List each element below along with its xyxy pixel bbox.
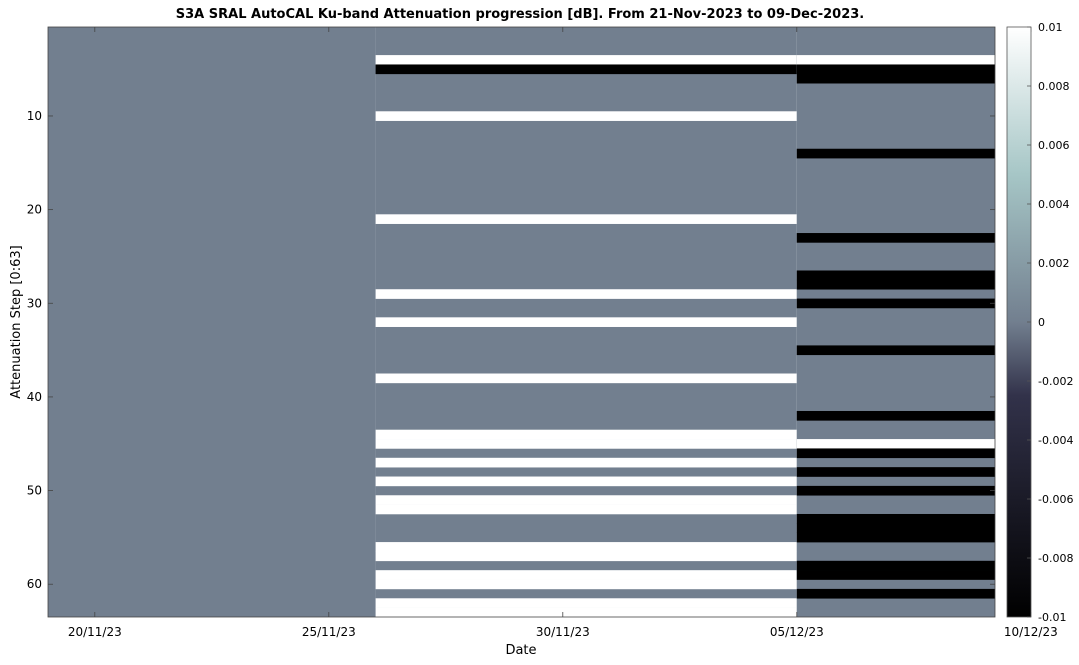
- colorbar-tick-label: -0.004: [1038, 434, 1073, 447]
- heatmap-cell-low: [796, 233, 995, 243]
- colorbar-tick-label: -0.008: [1038, 552, 1073, 565]
- heatmap-cell-low: [796, 448, 995, 459]
- heatmap-cell-low: [796, 560, 995, 571]
- colorbar-tick-label: -0.002: [1038, 375, 1073, 388]
- heatmap-cell-high: [375, 542, 797, 552]
- x-tick-label: 30/11/23: [536, 625, 590, 639]
- heatmap-cell-low: [796, 64, 995, 75]
- heatmap-cell-high: [375, 607, 797, 618]
- heatmap-cell-high: [375, 289, 797, 299]
- x-tick-label: 25/11/23: [302, 625, 356, 639]
- heatmap-cell-low: [796, 148, 995, 159]
- heatmap-cell-high: [375, 570, 797, 580]
- x-axis-label: Date: [505, 643, 536, 658]
- y-axis: 10 20 30 40 50 60: [27, 109, 995, 591]
- heatmap-cell-high: [375, 476, 797, 487]
- heatmap-cell-low: [796, 279, 995, 290]
- heatmap-cell-high: [796, 439, 995, 449]
- colorbar-tick-label: -0.006: [1038, 493, 1073, 506]
- heatmap-cell-high: [375, 317, 797, 327]
- colorbar-tick-label: 0.002: [1038, 257, 1070, 270]
- y-tick-label: 10: [27, 109, 42, 123]
- heatmap-cell-low: [796, 345, 995, 356]
- colorbar-ticks: 0.01 0.008 0.006 0.004 0.002 0 -0.002 -0.004 -0.…: [1027, 21, 1073, 624]
- colorbar: 0.01 0.008 0.006 0.004 0.002 0 -0.002 -0.004 -0.…: [1006, 21, 1073, 624]
- heatmap-cell-low: [796, 485, 995, 496]
- heatmap-cell-high: [375, 111, 797, 121]
- heatmap-cell-high: [375, 495, 797, 505]
- y-tick-label: 60: [27, 577, 42, 591]
- heatmap-cell-low: [796, 270, 995, 281]
- heatmap-cell-high: [375, 504, 797, 515]
- heatmap-cell-high: [375, 214, 797, 224]
- y-tick-label: 40: [27, 390, 42, 404]
- heatmap-cell-low: [796, 410, 995, 421]
- y-tick-label: 30: [27, 296, 42, 310]
- heatmap-cell-low: [796, 588, 995, 599]
- colorbar-tick-label: 0.006: [1038, 139, 1070, 152]
- heatmap-cell-low: [796, 467, 995, 477]
- heatmap-cell-high: [375, 579, 797, 590]
- colorbar-tick-label: 0: [1038, 316, 1045, 329]
- heatmap-cell-high: [375, 439, 797, 449]
- y-tick-label: 50: [27, 484, 42, 498]
- heatmap-cell-low: [796, 73, 995, 84]
- heatmap-cell-high: [375, 598, 797, 608]
- plot-area: [47, 26, 996, 618]
- heatmap-cell-low: [796, 523, 995, 534]
- x-axis: 20/11/23 25/11/23 30/11/23 05/12/23 10/12/23: [68, 27, 1058, 639]
- heatmap-cell-low: [796, 532, 995, 543]
- heatmap-column-1: [48, 27, 376, 617]
- heatmap-cell-high: [375, 551, 797, 562]
- x-tick-label: 20/11/23: [68, 625, 122, 639]
- heatmap-cell-high: [796, 55, 995, 65]
- heatmap-cell-low: [796, 298, 995, 309]
- colorbar-tick-label: 0.008: [1038, 80, 1070, 93]
- heatmap-cell-low: [796, 513, 995, 524]
- colorbar-tick-label: 0.004: [1038, 198, 1070, 211]
- y-tick-label: 20: [27, 203, 42, 217]
- heatmap-cell-low: [375, 64, 797, 75]
- x-tick-label: 05/12/23: [770, 625, 824, 639]
- heatmap-cell-low: [796, 570, 995, 580]
- x-tick-label: 10/12/23: [1004, 625, 1058, 639]
- heatmap-cell-high: [375, 457, 797, 468]
- heatmap-cell-high: [375, 429, 797, 440]
- heatmap-cell-high: [375, 55, 797, 65]
- y-axis-label: Attenuation Step [0:63]: [9, 245, 24, 398]
- colorbar-tick-label: -0.01: [1038, 611, 1066, 624]
- colorbar-tick-label: 0.01: [1038, 21, 1063, 34]
- heatmap-cell-high: [375, 373, 797, 384]
- chart-title: S3A SRAL AutoCAL Ku-band Attenuation pro…: [176, 7, 864, 22]
- plot-frame: [47, 26, 996, 618]
